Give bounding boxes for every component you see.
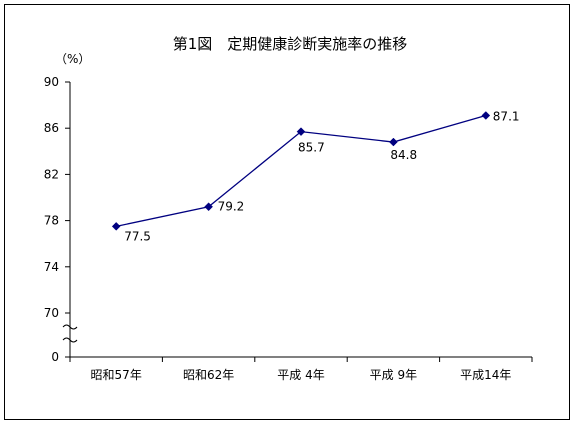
y-tick-label: 86 bbox=[44, 121, 59, 135]
axis-break-mark bbox=[62, 337, 78, 343]
data-label: 79.2 bbox=[218, 200, 245, 214]
y-tick-label: 0 bbox=[51, 350, 59, 364]
y-tick-label: 90 bbox=[44, 75, 59, 89]
y-axis-unit-label: （%） bbox=[55, 52, 90, 66]
data-label: 87.1 bbox=[493, 109, 520, 123]
data-point-marker bbox=[111, 222, 121, 231]
data-label: 84.8 bbox=[390, 148, 417, 162]
chart-frame bbox=[4, 4, 570, 420]
x-tick-label: 平成14年 bbox=[460, 368, 511, 382]
y-tick-label: 70 bbox=[44, 306, 59, 320]
data-label: 77.5 bbox=[124, 229, 151, 243]
series bbox=[111, 111, 491, 231]
chart-title: 第1図 定期健康診断実施率の推移 bbox=[173, 35, 408, 53]
data-point-marker bbox=[389, 137, 398, 147]
x-tick-label: 昭和62年 bbox=[183, 368, 234, 382]
data-point-marker bbox=[481, 111, 491, 120]
y-tick-label: 74 bbox=[44, 260, 59, 274]
y-tick-label: 78 bbox=[44, 214, 59, 228]
data-point-marker bbox=[204, 202, 213, 212]
data-labels: 77.5 79.2 85.7 84.8 87.1 bbox=[124, 109, 519, 243]
axes bbox=[62, 81, 533, 362]
x-tick-label: 昭和57年 bbox=[91, 368, 142, 382]
tick-labels: 0 70 74 78 82 86 90 昭和57年 昭和62年 平成 4年 平成 9年 平成14年 bbox=[44, 75, 512, 382]
x-tick-label: 平成 9年 bbox=[370, 368, 417, 382]
data-point-marker bbox=[296, 127, 306, 137]
y-tick-label: 82 bbox=[44, 167, 59, 181]
data-label: 85.7 bbox=[298, 141, 325, 155]
axis-break-mark bbox=[62, 324, 78, 330]
x-tick-label: 平成 4年 bbox=[277, 368, 324, 382]
